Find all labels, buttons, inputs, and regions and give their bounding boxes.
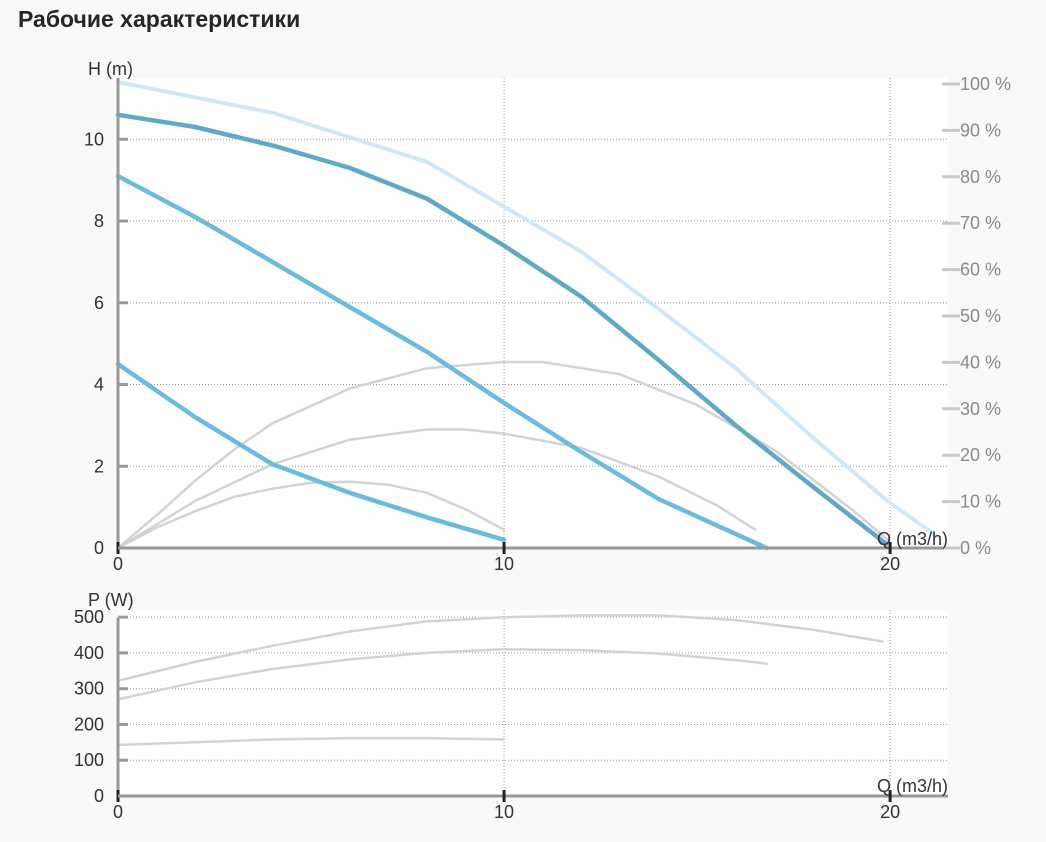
efficiency-axis-labels: 0 % 10 % 20 % 30 % 40 % 50 % 60 % 70 % 80 % 90 % 1… <box>942 74 1011 558</box>
head-y-tick-label: 0 <box>94 538 104 558</box>
power-curve-2 <box>116 648 768 701</box>
power-plot-area <box>118 610 948 796</box>
power-x-tick-label: 0 <box>113 802 123 822</box>
head-x-tick-label: 0 <box>113 554 123 574</box>
efficiency-curve-1 <box>116 480 506 550</box>
efficiency-tick-label: 10 % <box>960 492 1001 512</box>
head-curve-3 <box>115 112 889 547</box>
efficiency-curves <box>116 360 892 550</box>
head-curves <box>115 80 939 551</box>
efficiency-curve-2 <box>116 428 757 550</box>
power-curve-3 <box>116 614 884 683</box>
efficiency-tick-label: 40 % <box>960 352 1001 372</box>
efficiency-tick-label: 60 % <box>960 260 1001 280</box>
head-x-axis-label: Q (m3/h) <box>877 529 948 549</box>
head-y-axis-label: H (m) <box>88 59 133 79</box>
power-curves <box>116 614 884 747</box>
power-y-tick-labels: 0 100 200 300 400 500 <box>74 607 104 806</box>
power-x-tick-labels: 0 10 20 <box>113 802 900 822</box>
power-y-tick-label: 300 <box>74 679 104 699</box>
head-y-tick-label: 2 <box>94 456 104 476</box>
power-y-axis-label: P (W) <box>88 590 134 610</box>
head-x-tick-label: 10 <box>494 554 514 574</box>
power-y-tick-label: 200 <box>74 714 104 734</box>
power-x-tick-label: 20 <box>880 802 900 822</box>
power-curve-1 <box>116 736 506 747</box>
head-y-tick-labels: 0 2 4 6 8 10 <box>84 129 104 558</box>
head-curve-2 <box>115 173 769 551</box>
head-axes <box>116 78 948 554</box>
power-y-tick-label: 500 <box>74 607 104 627</box>
power-y-tick-label: 100 <box>74 750 104 770</box>
power-y-tick-label: 400 <box>74 643 104 663</box>
efficiency-tick-label: 20 % <box>960 445 1001 465</box>
head-y-tick-label: 8 <box>94 211 104 231</box>
power-x-axis-label: Q (m3/h) <box>877 776 948 796</box>
head-y-tick-label: 4 <box>94 375 104 395</box>
efficiency-tick-label: 90 % <box>960 120 1001 140</box>
efficiency-tick-label: 80 % <box>960 167 1001 187</box>
efficiency-tick-label: 100 % <box>960 74 1011 94</box>
head-y-tick-label: 6 <box>94 293 104 313</box>
head-curve-1 <box>115 361 507 543</box>
power-y-tick-label: 0 <box>94 786 104 806</box>
page-title: Рабочие характеристики <box>18 6 301 32</box>
efficiency-tick-label: 0 % <box>960 538 991 558</box>
efficiency-tick-label: 30 % <box>960 399 1001 419</box>
efficiency-curve-3 <box>116 360 892 550</box>
power-x-tick-label: 10 <box>494 802 514 822</box>
head-y-tick-label: 10 <box>84 129 104 149</box>
head-x-tick-label: 20 <box>880 554 900 574</box>
power-axes <box>116 615 948 802</box>
efficiency-tick-label: 50 % <box>960 306 1001 326</box>
head-curve-4 <box>116 80 939 538</box>
efficiency-tick-label: 70 % <box>960 213 1001 233</box>
head-plot-area <box>118 78 948 548</box>
head-x-tick-labels: 0 10 20 <box>113 554 900 574</box>
